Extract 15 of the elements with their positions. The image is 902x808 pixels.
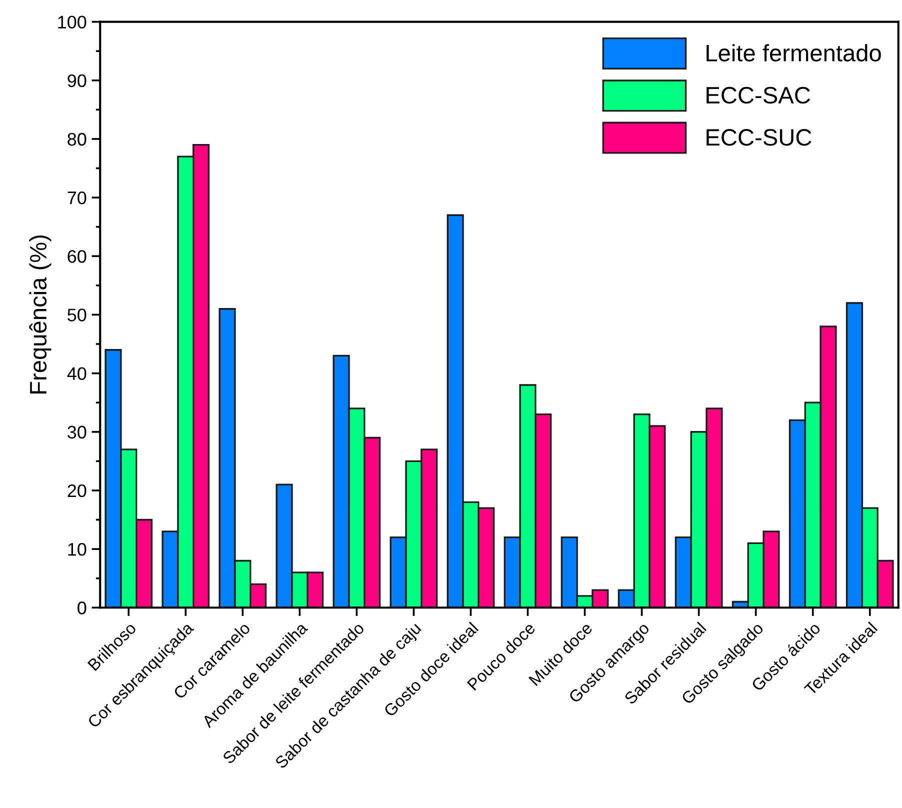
y-tick-label: 0	[78, 602, 86, 614]
y-tick-label: 30	[68, 426, 86, 439]
legend-label: ECC-SUC	[706, 129, 812, 146]
y-tick-label: 10	[68, 542, 86, 556]
y-axis-title: Frequência (%)	[29, 235, 52, 394]
y-tick-label: 50	[68, 308, 86, 322]
y-tick-label: 100	[58, 16, 86, 29]
legend-label: ECC-SAC	[706, 86, 810, 104]
y-tick-label: 40	[67, 367, 86, 380]
y-tick-label: 60	[68, 250, 86, 263]
y-tick-label: 20	[68, 484, 86, 498]
y-tick-label: 90	[68, 74, 86, 88]
y-tick-label: 80	[68, 132, 86, 146]
y-tick-label: 70	[68, 191, 86, 204]
legend-label: Leite fermentado	[706, 44, 881, 62]
